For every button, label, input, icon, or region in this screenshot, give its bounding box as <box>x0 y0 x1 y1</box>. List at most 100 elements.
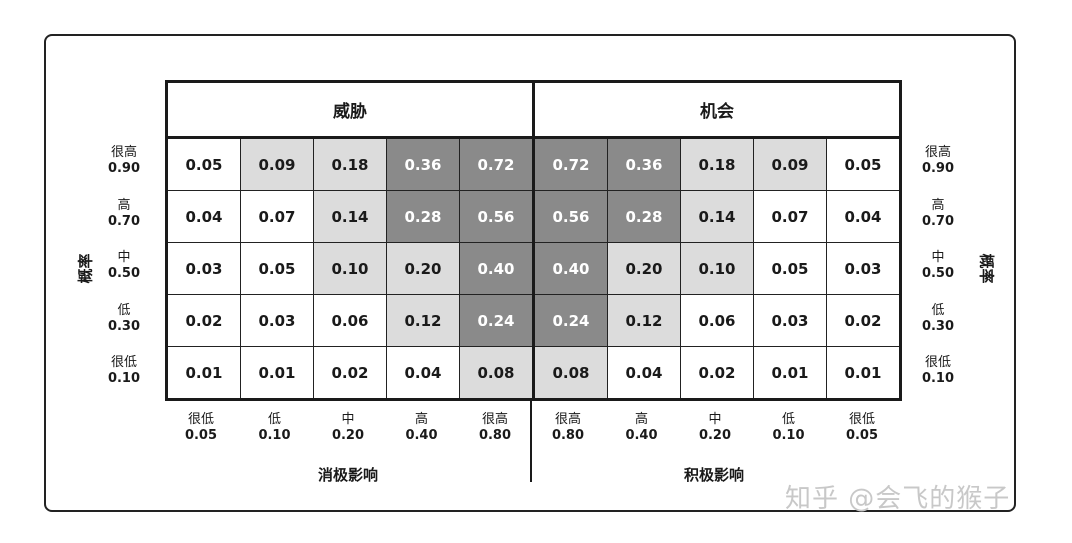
level-value: 0.20 <box>698 428 732 443</box>
negative-impact-label: 低 0.10 <box>245 412 305 444</box>
level-value: 0.10 <box>772 428 805 443</box>
level-label: 低 <box>931 302 945 318</box>
matrix-cell: 0.14 <box>313 190 387 243</box>
level-value: 0.70 <box>921 213 955 229</box>
level-label: 中 <box>931 250 945 266</box>
threat-header: 威胁 <box>166 81 535 139</box>
matrix-cell: 0.01 <box>753 346 827 400</box>
negative-impact-title: 消极影响 <box>317 466 378 484</box>
level-label: 很高 <box>481 412 508 427</box>
level-value: 0.05 <box>184 428 218 443</box>
probability-label-left: 很低 0.10 <box>94 355 154 387</box>
probability-impact-matrix: 威胁 机会 0.05 0.09 0.18 0.36 0.72 0.72 0.36 0.18 0.… <box>165 80 902 401</box>
matrix-cell: 0.18 <box>313 137 387 191</box>
opportunity-header: 机会 <box>533 81 901 139</box>
level-label: 中 <box>341 412 355 427</box>
matrix-cell: 0.10 <box>680 242 754 295</box>
probability-label-left: 高 0.70 <box>94 198 154 230</box>
matrix-cell: 0.08 <box>459 346 535 400</box>
probability-label-right: 很高 0.90 <box>908 145 968 177</box>
level-label: 高 <box>931 197 945 213</box>
level-value: 0.70 <box>107 213 141 229</box>
probability-label-right: 低 0.30 <box>908 303 968 335</box>
matrix-cell: 0.05 <box>240 242 314 295</box>
matrix-cell: 0.56 <box>533 190 608 243</box>
level-value: 0.10 <box>258 428 291 443</box>
level-value: 0.50 <box>921 266 955 282</box>
level-value: 0.90 <box>107 161 141 176</box>
level-value: 0.80 <box>551 428 585 443</box>
negative-impact-label: 中 0.20 <box>318 412 378 444</box>
matrix-cell: 0.20 <box>607 242 681 295</box>
positive-impact-label: 高 0.40 <box>612 412 672 444</box>
matrix-row: 0.05 0.09 0.18 0.36 0.72 0.72 0.36 0.18 0.09 0.05 <box>166 137 901 191</box>
matrix-row: 0.04 0.07 0.14 0.28 0.56 0.56 0.28 0.14 0.07 0.04 <box>166 190 901 243</box>
level-label: 高 <box>117 197 131 213</box>
level-label: 很高 <box>110 145 137 160</box>
matrix-cell: 0.05 <box>166 137 241 191</box>
matrix-row: 0.01 0.01 0.02 0.04 0.08 0.08 0.04 0.02 0.01 0.01 <box>166 346 901 400</box>
level-value: 0.30 <box>107 318 141 334</box>
probability-title-right: 概率 <box>977 253 996 284</box>
matrix-cell: 0.04 <box>607 346 681 400</box>
matrix-cell: 0.02 <box>166 294 241 347</box>
matrix-cell: 0.28 <box>386 190 460 243</box>
matrix-row: 0.03 0.05 0.10 0.20 0.40 0.40 0.20 0.10 0.05 0.03 <box>166 242 901 295</box>
level-label: 很低 <box>187 412 214 427</box>
diagram-frame <box>44 34 1016 512</box>
matrix-cell: 0.01 <box>240 346 314 400</box>
level-label: 中 <box>708 412 722 427</box>
probability-title-left: 概率 <box>76 253 95 284</box>
probability-label-right: 中 0.50 <box>908 250 968 282</box>
matrix-cell: 0.07 <box>240 190 314 243</box>
positive-impact-title: 积极影响 <box>683 466 744 484</box>
matrix-cell: 0.02 <box>826 294 901 347</box>
positive-impact-label: 中 0.20 <box>685 412 745 444</box>
matrix-cell: 0.20 <box>386 242 460 295</box>
level-value: 0.40 <box>625 428 658 443</box>
matrix-cell: 0.02 <box>313 346 387 400</box>
negative-impact-label: 高 0.40 <box>392 412 452 444</box>
matrix-cell: 0.14 <box>680 190 754 243</box>
positive-impact-label: 很高 0.80 <box>538 412 598 444</box>
level-label: 很低 <box>848 412 875 427</box>
probability-label-left: 低 0.30 <box>94 303 154 335</box>
negative-impact-label: 很高 0.80 <box>465 412 525 444</box>
matrix-cell: 0.03 <box>753 294 827 347</box>
positive-impact-label: 很低 0.05 <box>832 412 892 444</box>
matrix-cell: 0.36 <box>607 137 681 191</box>
level-value: 0.10 <box>107 371 141 387</box>
level-value: 0.80 <box>478 428 512 443</box>
matrix-cell: 0.03 <box>826 242 901 295</box>
level-label: 很低 <box>110 355 137 371</box>
probability-label-right: 高 0.70 <box>908 198 968 230</box>
matrix-cell: 0.40 <box>533 242 608 295</box>
matrix-cell: 0.06 <box>313 294 387 347</box>
level-label: 低 <box>267 412 281 427</box>
matrix-cell: 0.24 <box>533 294 608 347</box>
level-value: 0.40 <box>405 428 438 443</box>
level-label: 低 <box>781 412 795 427</box>
negative-impact-label: 很低 0.05 <box>171 412 231 444</box>
matrix-cell: 0.07 <box>753 190 827 243</box>
level-label: 中 <box>117 250 131 266</box>
matrix-cell: 0.01 <box>826 346 901 400</box>
level-value: 0.30 <box>921 318 955 334</box>
level-label: 低 <box>117 302 131 318</box>
matrix-cell: 0.12 <box>607 294 681 347</box>
matrix-cell: 0.02 <box>680 346 754 400</box>
matrix-cell: 0.40 <box>459 242 535 295</box>
matrix-row: 0.02 0.03 0.06 0.12 0.24 0.24 0.12 0.06 0.03 0.02 <box>166 294 901 347</box>
matrix-cell: 0.56 <box>459 190 535 243</box>
matrix-cell: 0.18 <box>680 137 754 191</box>
level-value: 0.90 <box>921 161 955 176</box>
matrix-cell: 0.03 <box>166 242 241 295</box>
matrix-cell: 0.04 <box>166 190 241 243</box>
matrix-cell: 0.09 <box>240 137 314 191</box>
matrix-cell: 0.04 <box>386 346 460 400</box>
matrix-cell: 0.28 <box>607 190 681 243</box>
matrix-cell: 0.24 <box>459 294 535 347</box>
level-label: 很低 <box>924 355 951 371</box>
level-value: 0.10 <box>921 371 955 387</box>
level-label: 高 <box>414 412 428 427</box>
